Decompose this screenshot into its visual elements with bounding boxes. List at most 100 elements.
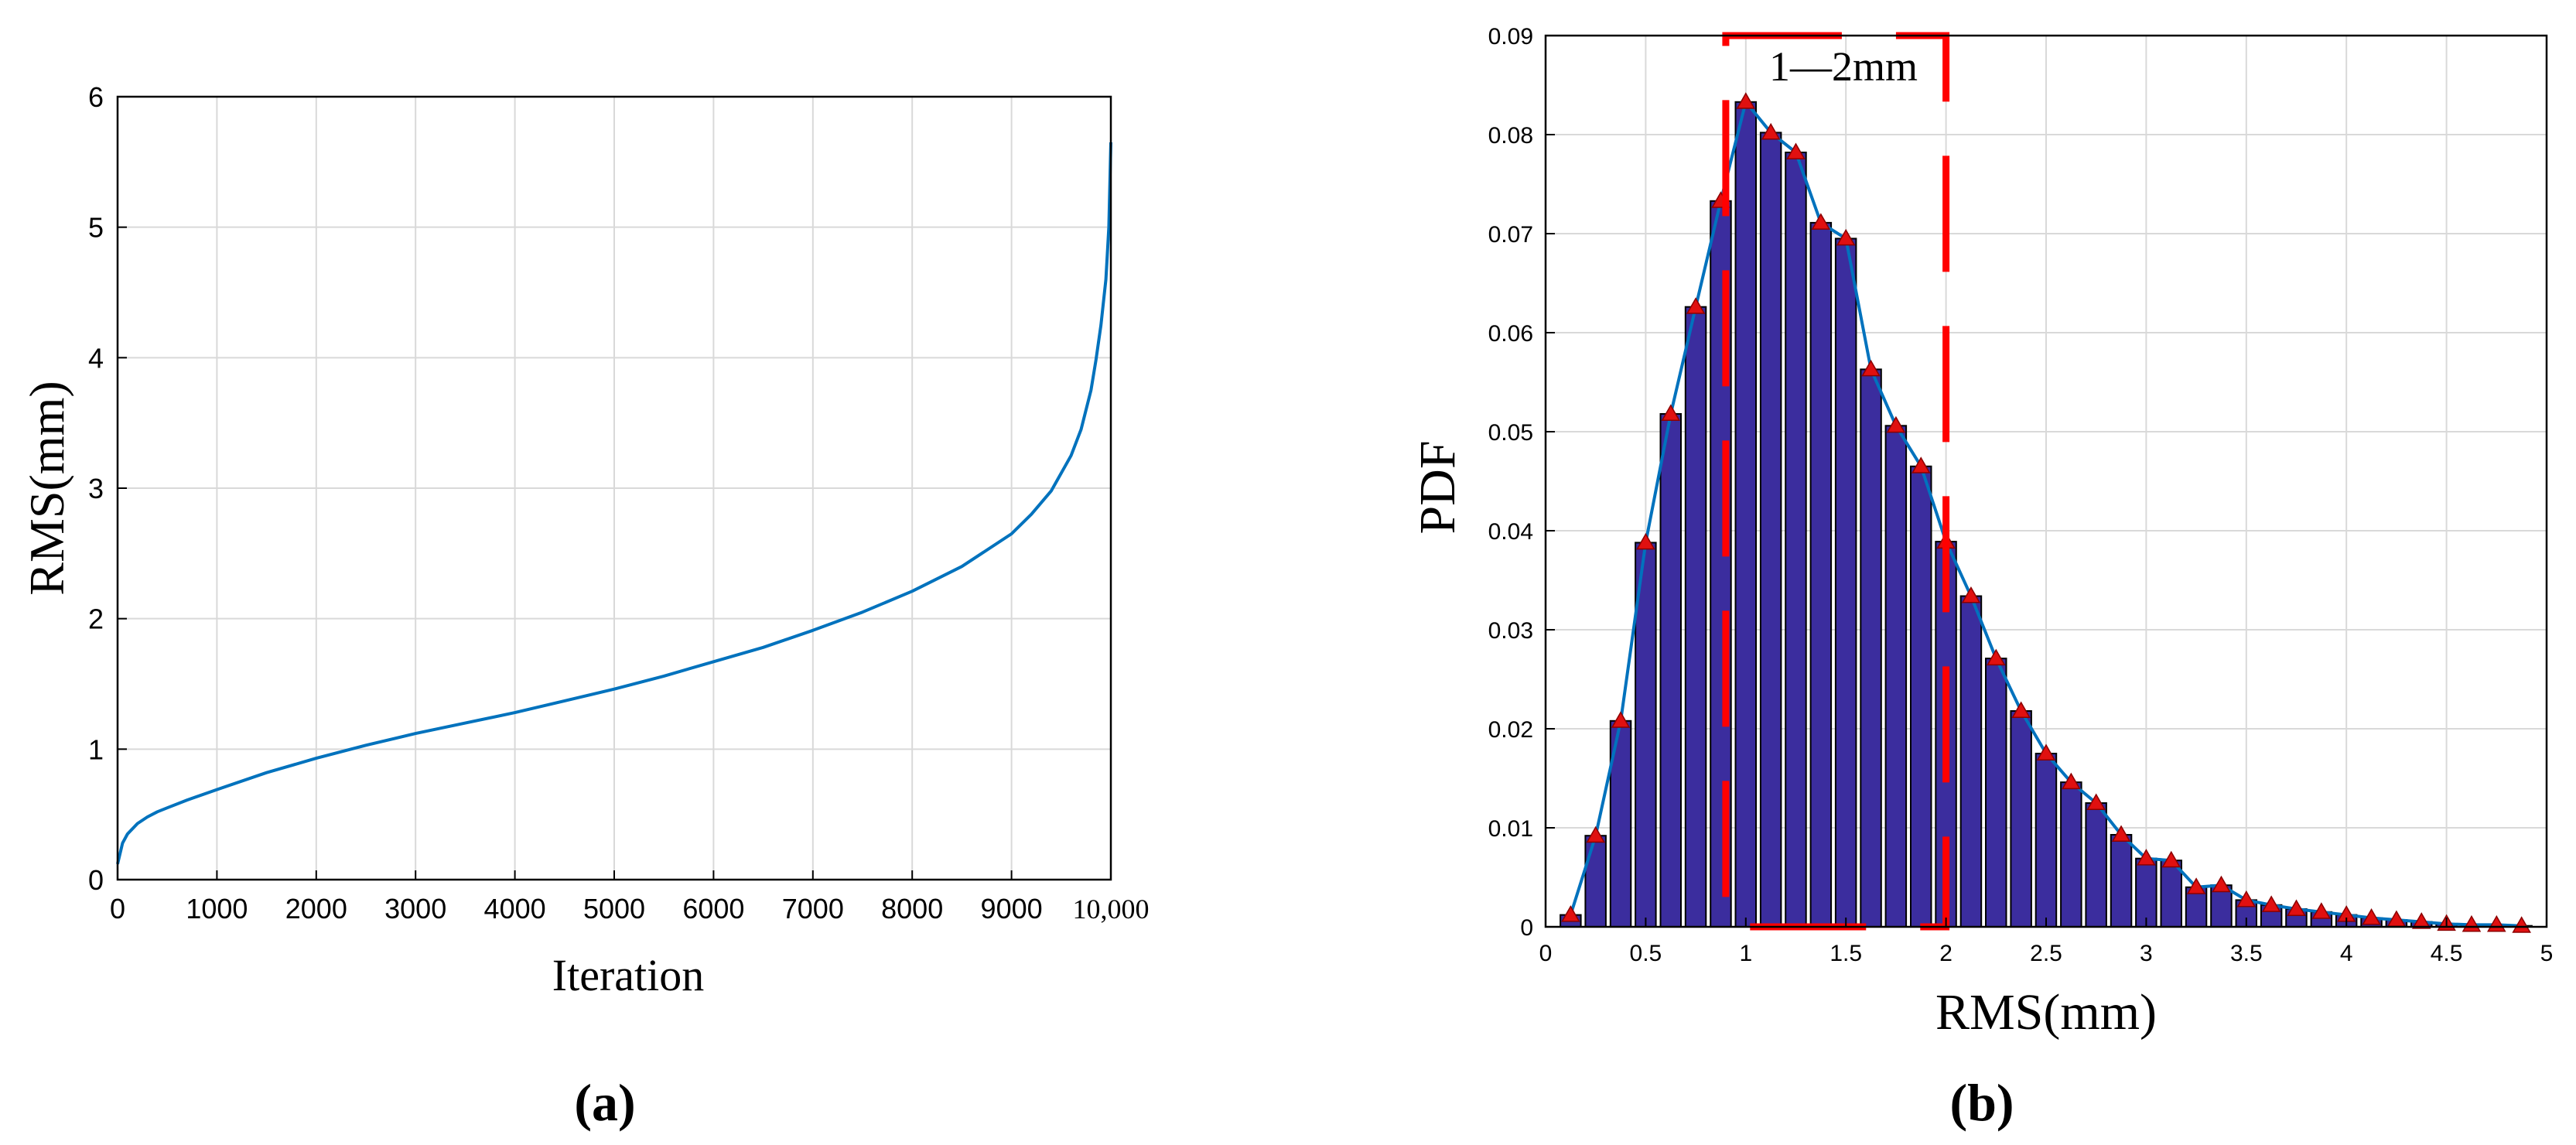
bar (1684, 306, 1707, 928)
triangle-marker (2062, 772, 2081, 790)
bar (1785, 152, 1807, 928)
triangle-marker (1661, 404, 1681, 421)
y-tick-label: 5 (88, 212, 104, 244)
x-tick-label: 0 (110, 893, 125, 925)
chart-a-y-ticks: 0 1 2 3 4 5 6 (88, 81, 127, 896)
triangle-marker (1636, 532, 1655, 550)
triangle-marker (2161, 850, 2181, 868)
chart-b-x-ticks: 0 0.5 1 1.5 2 2.5 3 3.5 4 4.5 5 (1539, 918, 2554, 966)
triangle-marker (1987, 648, 2006, 666)
bar (1834, 238, 1857, 928)
chart-b-bars (1560, 101, 2533, 928)
chart-b-ylabel: PDF (1409, 440, 1466, 534)
y-tick-label: 0 (1520, 915, 1533, 941)
y-tick-label: 0.09 (1488, 24, 1533, 50)
triangle-marker (2212, 875, 2231, 893)
x-tick-label: 1 (1739, 941, 1752, 966)
triangle-marker (1736, 92, 1756, 109)
bar (2010, 710, 2032, 928)
bar (1959, 595, 1983, 928)
x-tick-label: 8000 (881, 893, 943, 925)
triangle-marker (1611, 711, 1631, 728)
bar (1809, 221, 1833, 928)
chart-a-plot-area (116, 142, 1112, 865)
triangle-marker (1886, 415, 1906, 433)
chart-a-grid (117, 96, 1112, 880)
triangle-marker (1861, 359, 1881, 377)
bar (1884, 425, 1908, 928)
panel-a-label: (a) (574, 1073, 635, 1132)
y-tick-label: 0.02 (1488, 717, 1533, 743)
x-tick-label: 2.5 (2030, 941, 2062, 966)
x-tick-label: 7000 (782, 893, 844, 925)
x-tick-label: 6000 (682, 893, 744, 925)
chart-a-xlabel: Iteration (552, 950, 704, 1000)
x-tick-label: 3 (2140, 941, 2153, 966)
x-tick-label: 10,000 (1073, 894, 1150, 925)
x-tick-label: 9000 (981, 893, 1043, 925)
y-tick-label: 0.06 (1488, 321, 1533, 347)
bar (1584, 835, 1607, 928)
triangle-marker (1561, 905, 1580, 922)
triangle-marker (2186, 877, 2206, 894)
y-tick-label: 0 (88, 864, 104, 896)
y-tick-label: 1 (88, 733, 104, 765)
y-tick-label: 0.04 (1488, 519, 1533, 545)
panel-a: 0 1000 2000 3000 4000 5000 6000 7000 8000 9000 10,… (19, 81, 1150, 1132)
triangle-marker (2236, 890, 2257, 907)
y-tick-label: 0.03 (1488, 618, 1533, 644)
bar (2060, 781, 2082, 928)
y-tick-label: 2 (88, 603, 104, 635)
x-tick-label: 2 (1939, 941, 1952, 966)
chart-a-x-ticks: 0 1000 2000 3000 4000 5000 6000 7000 8000 9000 10,… (110, 870, 1150, 925)
y-tick-label: 0.07 (1488, 222, 1533, 248)
triangle-marker (1836, 228, 1856, 246)
bar (1734, 101, 1757, 928)
triangle-marker (2411, 912, 2431, 929)
triangle-marker (1686, 297, 1706, 314)
chart-a-ylabel: RMS(mm) (19, 381, 74, 595)
triangle-marker (2512, 916, 2531, 933)
panel-b-label: (b) (1949, 1073, 2014, 1132)
triangle-marker (1961, 586, 1981, 603)
x-tick-label: 0 (1539, 941, 1553, 966)
bar (1910, 465, 1932, 928)
x-tick-label: 1.5 (1830, 941, 1862, 966)
x-tick-label: 4 (2340, 941, 2353, 966)
y-tick-label: 0.08 (1488, 123, 1533, 149)
bar (1985, 658, 2007, 928)
x-tick-label: 5000 (583, 893, 645, 925)
chart-b-xlabel: RMS(mm) (1935, 984, 2157, 1041)
triangle-marker (1811, 213, 1831, 230)
y-tick-label: 4 (88, 342, 104, 374)
x-tick-label: 3.5 (2230, 941, 2263, 966)
triangle-marker (1586, 825, 1605, 843)
bar (1659, 413, 1682, 928)
y-tick-label: 3 (88, 473, 104, 504)
y-tick-label: 0.01 (1488, 816, 1533, 842)
bar (2085, 802, 2107, 928)
triangle-marker (1761, 122, 1781, 140)
panel-b: 0 0.5 1 1.5 2 2.5 3 3.5 4 4.5 5 00.010.020.030.040… (1409, 24, 2553, 1132)
x-tick-label: 3000 (384, 893, 446, 925)
x-tick-label: 1000 (186, 893, 248, 925)
chart-b-annotation: 1—2mm (1769, 43, 1918, 90)
bar (1759, 132, 1782, 928)
x-tick-label: 2000 (285, 893, 347, 925)
bar (1635, 542, 1657, 928)
chart-b-y-ticks: 0 0.01 0.02 0.03 0.04 0.05 0.06 0.07 0.08 0.09 (1488, 24, 1555, 941)
x-tick-label: 0.5 (1630, 941, 1662, 966)
x-tick-label: 4.5 (2431, 941, 2463, 966)
triangle-marker (2137, 849, 2156, 866)
triangle-marker (2261, 895, 2281, 912)
bar (2160, 860, 2182, 928)
y-tick-label: 6 (88, 81, 104, 113)
triangle-marker (2287, 899, 2306, 916)
bar (2135, 857, 2157, 928)
triangle-marker (1911, 456, 1931, 473)
bar (1860, 368, 1882, 928)
triangle-marker (1786, 142, 1806, 160)
x-tick-label: 5 (2540, 941, 2554, 966)
series-line (116, 142, 1112, 865)
y-tick-label: 0.05 (1488, 420, 1533, 446)
